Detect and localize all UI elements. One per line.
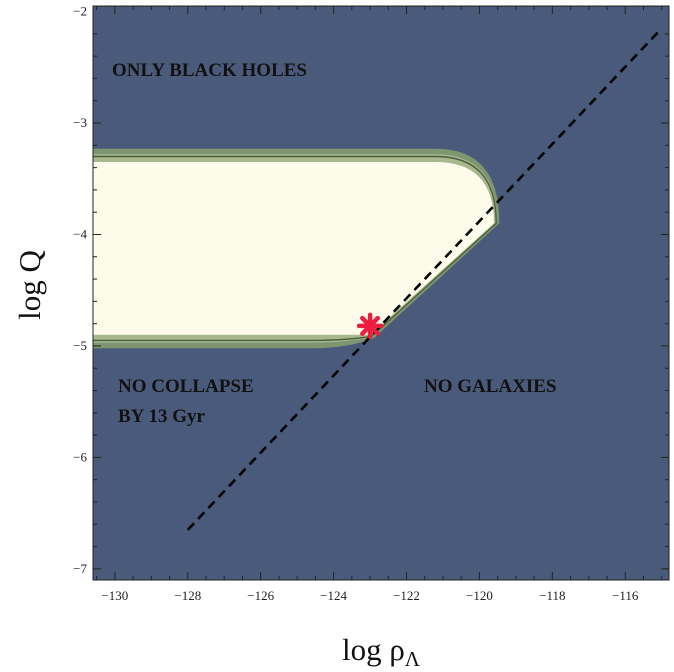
x-tick-label: −126 (247, 588, 274, 603)
plot-frame (92, 5, 670, 581)
y-tick-label: −6 (73, 449, 87, 464)
contour-regions (93, 27, 663, 531)
x-axis-label-main: log ρ (342, 632, 405, 667)
marker-stroke (360, 315, 381, 336)
y-tick-label: −3 (73, 115, 87, 130)
anthropic-window-region (93, 162, 494, 335)
contour-band-line (93, 155, 497, 342)
x-axis-label: log ρΛ (342, 632, 421, 671)
no-galaxies-label: NO GALAXIES (424, 376, 557, 397)
x-tick-label: −128 (174, 588, 201, 603)
x-tick-label: −124 (320, 588, 347, 603)
y-axis-label: log Q (12, 250, 47, 320)
x-tick-label: −120 (466, 588, 493, 603)
y-tick-label: −4 (73, 226, 87, 241)
x-tick-label: −130 (101, 588, 128, 603)
by-13-gyr-label: BY 13 Gyr (118, 406, 205, 427)
axis-ticks: −130 −128 −126 −124 −122 −120 −118 −116 −7 −6 −5 −4… (73, 4, 669, 603)
dashed-boundary-line (186, 27, 663, 531)
x-tick-label: −116 (612, 588, 639, 603)
x-axis-label-subscript: Λ (405, 647, 421, 671)
y-tick-label: −5 (73, 338, 87, 353)
y-tick-label: −2 (73, 4, 87, 19)
no-collapse-label: NO COLLAPSE (118, 376, 254, 397)
x-tick-label: −122 (393, 588, 420, 603)
only-black-holes-label: ONLY BLACK HOLES (112, 60, 307, 81)
x-tick-label: −118 (539, 588, 565, 603)
observed-universe-marker (356, 312, 384, 340)
y-tick-label: −7 (73, 561, 87, 576)
